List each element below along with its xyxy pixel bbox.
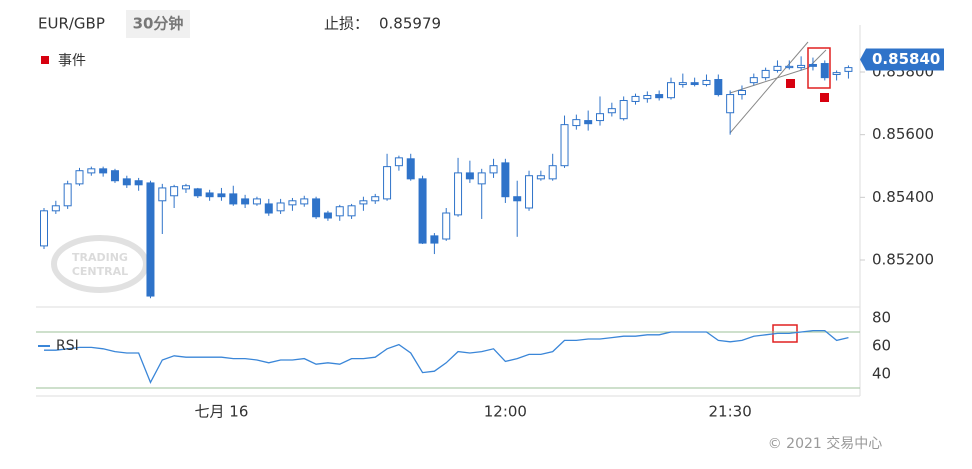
candle-body <box>501 162 510 198</box>
current-price: 0.85840 <box>872 50 940 68</box>
candle-body <box>477 172 486 185</box>
candle-body <box>264 203 273 214</box>
candle-body <box>454 172 463 216</box>
candle-body <box>347 205 356 217</box>
candle-body <box>418 178 427 244</box>
candle-body <box>442 212 451 240</box>
candle-body <box>548 165 557 180</box>
candle-body <box>666 82 675 99</box>
candle-body <box>406 158 415 180</box>
stop-value: 0.85979 <box>379 15 441 33</box>
candle-body <box>205 192 214 198</box>
event-marker[interactable] <box>786 79 795 88</box>
candle-body <box>158 187 167 202</box>
candle-body <box>619 100 628 120</box>
candle-body <box>726 94 735 114</box>
legend-swatch <box>41 56 49 64</box>
candle-body <box>820 63 829 79</box>
symbol: EUR/GBP <box>38 15 105 33</box>
candle-body <box>785 65 794 69</box>
interval[interactable]: 30分钟 <box>133 15 184 33</box>
current-price-flag <box>860 48 944 71</box>
candle-body <box>690 82 699 86</box>
candle-body <box>288 200 297 206</box>
candle-body <box>525 175 534 209</box>
candle-body <box>596 113 605 122</box>
candle-body <box>300 198 309 205</box>
candle-body <box>513 196 522 202</box>
candle-body <box>607 108 616 114</box>
candle-body <box>146 182 155 297</box>
candle-body <box>335 206 344 217</box>
candle-body <box>217 193 226 198</box>
channel-line <box>729 67 809 94</box>
legend-event: 事件 <box>58 53 86 69</box>
candle-body <box>252 198 261 205</box>
candle-body <box>643 95 652 100</box>
candle-body <box>430 235 439 244</box>
candle-body <box>797 64 806 69</box>
x-tick-label: 七月 16 <box>195 403 249 421</box>
candle-body <box>631 95 640 102</box>
highlight-box <box>807 47 831 89</box>
candle-body <box>808 63 817 67</box>
y-tick-label: 40 <box>872 365 891 383</box>
candle-body <box>584 120 593 125</box>
y-tick-label: 80 <box>872 309 891 327</box>
candle-body <box>832 72 841 76</box>
rsi-line <box>44 329 849 384</box>
candle-body <box>276 202 285 212</box>
candle-body <box>737 89 746 96</box>
candle-body <box>40 210 48 247</box>
x-tick-label: 12:00 <box>484 403 527 421</box>
candle-body <box>702 79 711 86</box>
event-marker[interactable] <box>820 93 829 102</box>
candle-body <box>761 69 770 79</box>
candle-body <box>714 79 723 96</box>
candle-body <box>560 124 569 167</box>
candle-body <box>773 65 782 71</box>
candle-body <box>536 175 545 180</box>
candle-body <box>181 185 190 190</box>
x-tick-label: 21:30 <box>709 403 752 421</box>
candle-body <box>465 172 474 180</box>
interval-bg <box>126 10 190 38</box>
stop-label: 止损： <box>324 15 369 33</box>
watermark-text: CENTRAL <box>72 265 128 278</box>
candle-body <box>489 165 498 174</box>
candle-body <box>99 168 108 174</box>
candle-body <box>323 212 332 219</box>
watermark: TRADING CENTRAL <box>51 235 149 293</box>
candle-body <box>241 198 250 205</box>
candle-body <box>170 186 179 197</box>
candle-body <box>87 168 96 174</box>
channel-line <box>729 41 809 134</box>
candle-body <box>749 77 758 84</box>
candle-body <box>193 188 202 197</box>
candle-body <box>51 205 60 212</box>
candle-body <box>572 119 581 127</box>
candle-body <box>229 193 238 205</box>
candle-body <box>844 67 853 72</box>
y-tick-label: 0.85600 <box>872 125 934 143</box>
candle-body <box>359 200 368 205</box>
y-tick-label: 0.85200 <box>872 251 934 269</box>
candle-body <box>383 166 392 200</box>
legend-label: RSI <box>56 338 79 354</box>
candle-body <box>655 94 664 99</box>
candle-body <box>122 178 131 186</box>
candle-body <box>678 82 687 86</box>
candle-body <box>134 180 143 186</box>
watermark-text: TRADING <box>72 251 128 264</box>
y-tick-label: 0.85400 <box>872 188 934 206</box>
candle-body <box>312 198 321 218</box>
candle-body <box>371 196 380 202</box>
y-tick-label: 60 <box>872 337 891 355</box>
candle-body <box>394 157 403 167</box>
candle-body <box>110 170 119 182</box>
candle-body <box>63 183 72 207</box>
copyright: © 2021 交易中心 <box>768 435 883 452</box>
candle-body <box>75 170 84 185</box>
